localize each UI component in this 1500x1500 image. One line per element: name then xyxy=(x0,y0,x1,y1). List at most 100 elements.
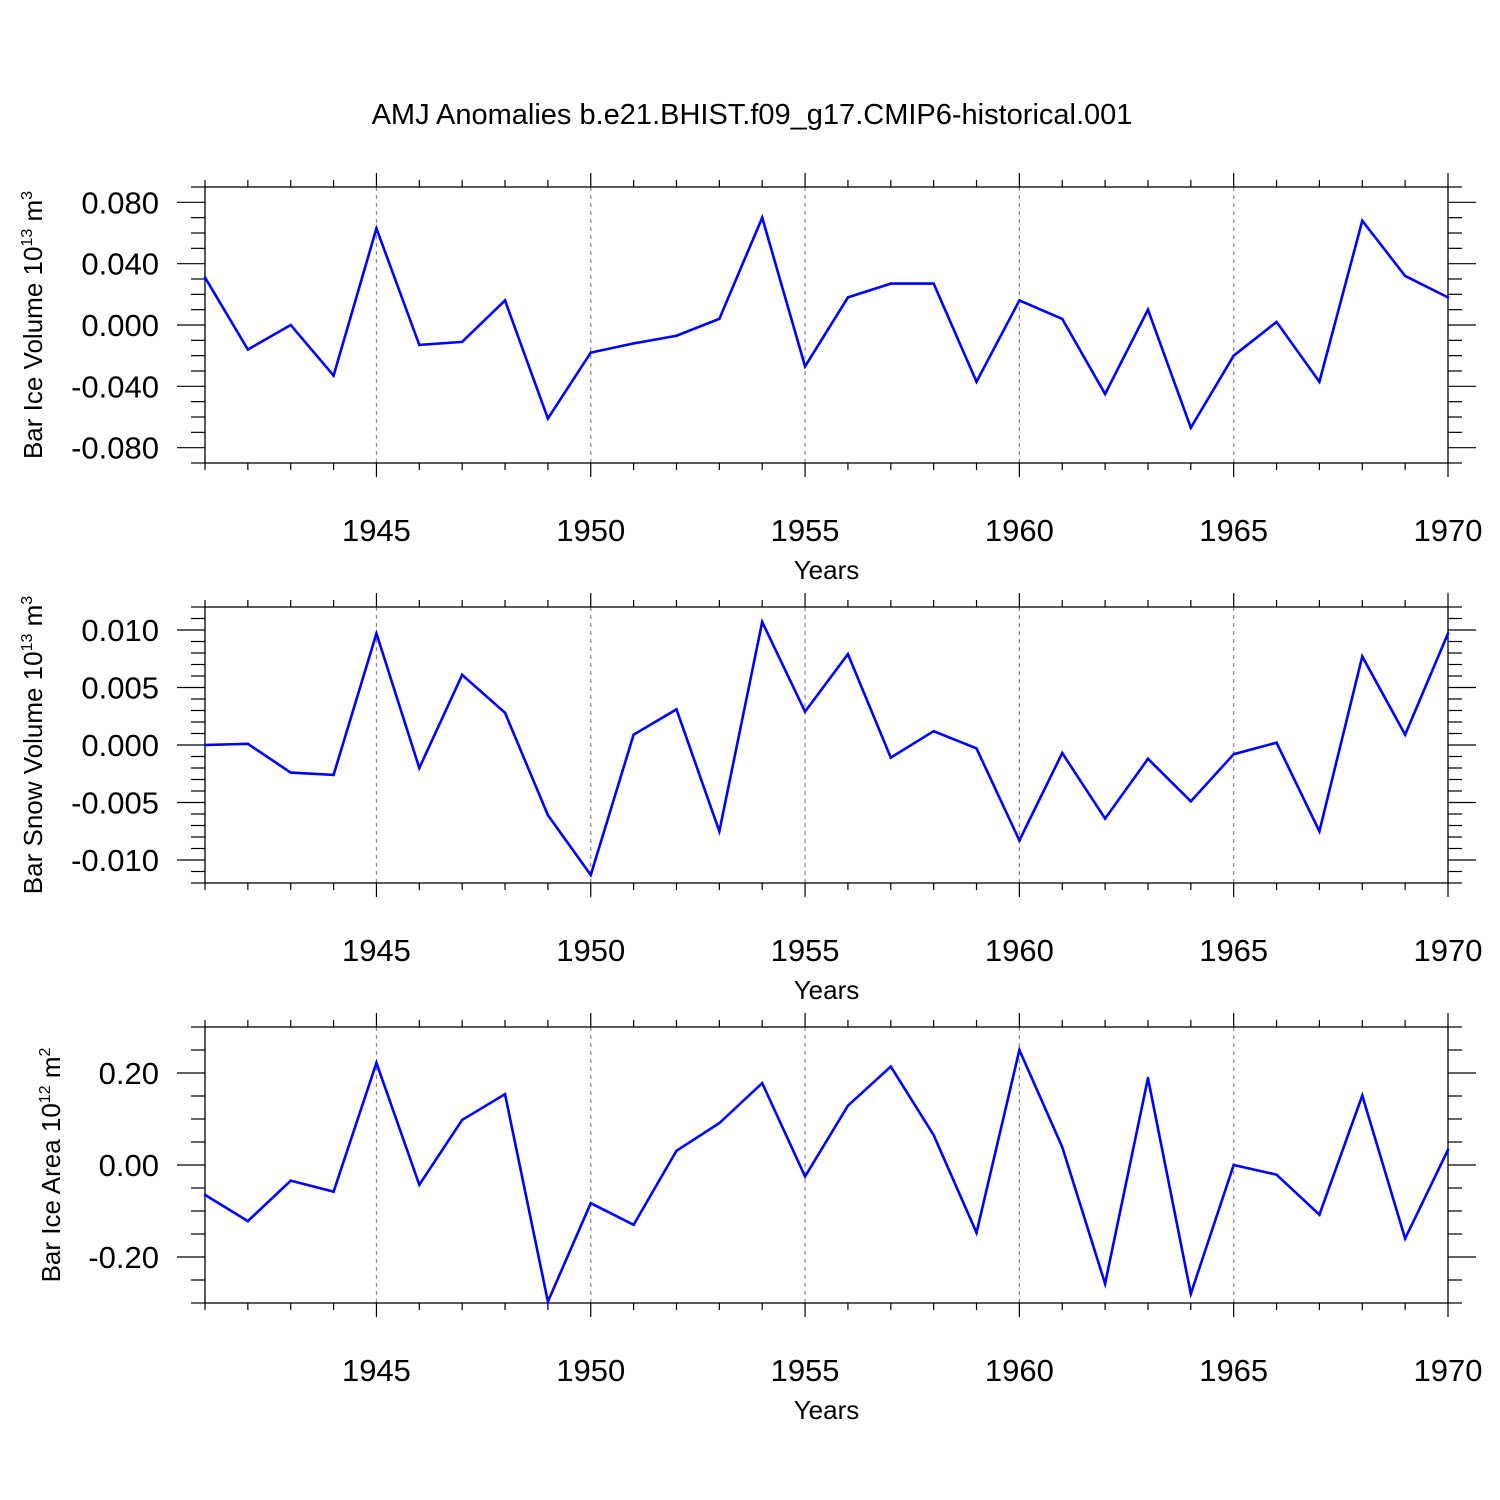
x-axis-label: Years xyxy=(794,555,860,585)
data-point xyxy=(332,773,335,777)
data-point xyxy=(375,1061,378,1065)
data-point xyxy=(589,351,593,354)
data-point xyxy=(1403,733,1407,736)
data-point xyxy=(1146,308,1150,311)
data-point xyxy=(632,733,635,736)
x-tick-label: 1955 xyxy=(771,1353,840,1388)
data-point xyxy=(203,743,207,747)
data-point xyxy=(289,1179,293,1182)
data-point xyxy=(1446,296,1450,299)
x-tick-label: 1970 xyxy=(1414,933,1483,968)
data-point xyxy=(975,1231,978,1234)
data-point xyxy=(246,1219,250,1223)
x-tick-label: 1965 xyxy=(1199,1353,1268,1388)
x-tick-label: 1955 xyxy=(771,513,840,548)
y-tick-label: -0.080 xyxy=(71,431,159,466)
data-point xyxy=(418,343,421,347)
data-point xyxy=(460,340,464,344)
x-tick-label: 1960 xyxy=(985,1353,1054,1388)
data-point xyxy=(332,1190,335,1193)
data-point xyxy=(760,1081,764,1085)
y-tick-label: -0.040 xyxy=(71,369,159,404)
data-point xyxy=(846,296,850,299)
y-axis-label: Bar Ice Area 1012 m2 xyxy=(36,1047,66,1282)
y-tick-label: -0.005 xyxy=(71,786,159,821)
x-tick-label: 1945 xyxy=(342,933,411,968)
x-axis-label: Years xyxy=(794,1395,860,1425)
data-point xyxy=(332,374,335,377)
data-point xyxy=(803,365,807,368)
data-point xyxy=(1060,751,1064,755)
x-tick-label: 1950 xyxy=(556,513,625,548)
data-point xyxy=(1103,1282,1107,1285)
data-point xyxy=(1060,1145,1064,1149)
panel-3: -0.20 0.00 0.20 1945 1950 1955 1960 1965 1970 Yea… xyxy=(36,1013,1482,1425)
data-point xyxy=(1189,800,1193,803)
data-point xyxy=(1189,1292,1193,1296)
data-point xyxy=(1446,1148,1450,1152)
data-point xyxy=(846,1104,850,1107)
data-point xyxy=(503,711,507,715)
x-tick-label: 1945 xyxy=(342,1353,411,1388)
y-tick-label: 0.010 xyxy=(81,613,159,648)
series-line xyxy=(204,1045,1450,1306)
data-point xyxy=(1146,1076,1150,1080)
data-point xyxy=(1275,741,1278,744)
data-point xyxy=(889,1065,893,1068)
data-point xyxy=(1403,1237,1407,1240)
x-tick-label: 1970 xyxy=(1414,513,1483,548)
data-point xyxy=(246,348,250,351)
data-point xyxy=(289,323,293,327)
x-tick-label: 1955 xyxy=(771,933,840,968)
y-tick-label: 0.20 xyxy=(99,1056,159,1091)
y-axis-label: Bar Snow Volume 1013 m3 xyxy=(18,596,48,895)
data-point xyxy=(1232,752,1235,756)
data-point xyxy=(718,317,721,321)
y-tick-label: 0.000 xyxy=(81,308,159,343)
panel-2: -0.010 -0.005 0.000 0.005 0.010 1945 1950 1955 1… xyxy=(18,593,1482,1005)
data-point xyxy=(1403,274,1407,278)
data-point xyxy=(889,282,893,285)
data-point xyxy=(1275,1173,1278,1176)
data-point xyxy=(1318,829,1321,833)
y-tick-label: -0.20 xyxy=(88,1240,159,1275)
data-point xyxy=(418,1183,421,1187)
data-point xyxy=(1318,1213,1321,1216)
data-point xyxy=(1103,817,1107,820)
data-point xyxy=(589,873,593,877)
figure-title: AMJ Anomalies b.e21.BHIST.f09_g17.CMIP6-… xyxy=(372,99,1133,131)
series-line xyxy=(204,617,1450,878)
data-point xyxy=(589,1201,593,1205)
data-point xyxy=(460,1118,464,1122)
plot-frame xyxy=(204,606,1449,884)
data-point xyxy=(675,708,678,711)
x-tick-label: 1965 xyxy=(1199,513,1268,548)
data-point xyxy=(1146,757,1150,761)
data-point xyxy=(375,632,378,635)
data-point xyxy=(632,1223,635,1227)
data-point xyxy=(975,747,978,750)
data-point xyxy=(760,620,764,624)
data-point xyxy=(375,227,378,230)
y-tick-label: -0.010 xyxy=(71,843,159,878)
data-point xyxy=(546,1300,550,1303)
data-point xyxy=(632,342,635,345)
y-tick-label: 0.005 xyxy=(81,671,159,706)
x-axis-label: Years xyxy=(794,975,860,1005)
data-point xyxy=(1018,839,1021,842)
x-tick-label: 1965 xyxy=(1199,933,1268,968)
panel-1: -0.080 -0.040 0.000 0.040 0.080 1945 1950 1955 1… xyxy=(18,173,1482,585)
data-point xyxy=(1232,1163,1235,1167)
data-point xyxy=(1189,426,1193,430)
data-point xyxy=(503,299,507,302)
data-point xyxy=(546,813,550,817)
x-tick-label: 1960 xyxy=(985,933,1054,968)
data-point xyxy=(1103,392,1107,396)
data-point xyxy=(546,417,550,420)
series-line xyxy=(203,213,1449,431)
y-tick-label: 0.000 xyxy=(81,728,159,763)
data-point xyxy=(1360,655,1364,658)
data-point xyxy=(246,742,250,746)
data-point xyxy=(718,829,721,833)
y-tick-label: 0.040 xyxy=(81,247,159,282)
